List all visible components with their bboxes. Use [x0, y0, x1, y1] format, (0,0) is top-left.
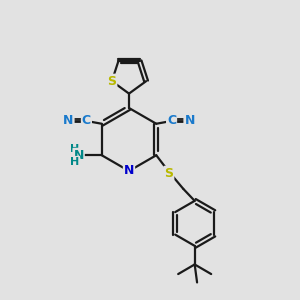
Text: N: N — [124, 164, 134, 178]
Text: N: N — [63, 114, 74, 127]
Text: H: H — [70, 157, 79, 167]
Text: H: H — [70, 144, 79, 154]
Text: N: N — [74, 149, 84, 162]
Text: N: N — [184, 114, 195, 127]
Text: S: S — [164, 167, 173, 180]
Text: C: C — [167, 114, 176, 127]
Text: S: S — [107, 75, 116, 88]
Text: C: C — [82, 114, 91, 127]
